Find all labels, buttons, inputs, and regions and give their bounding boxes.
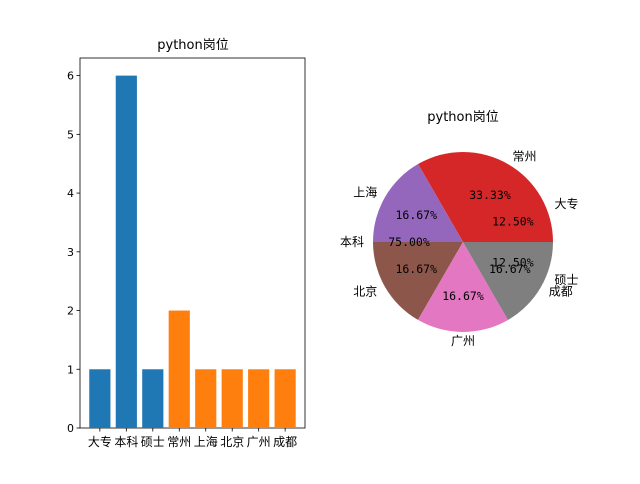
pie-slice-3 <box>372 241 463 320</box>
bar-1 <box>89 369 111 428</box>
bar-7 <box>248 369 270 428</box>
pie-percent-label: 16.67% <box>489 262 531 276</box>
y-tick-label: 2 <box>67 305 74 318</box>
y-tick-label: 0 <box>67 422 74 435</box>
bar-3 <box>142 369 164 428</box>
pie-percent-label: 16.67% <box>395 262 437 276</box>
x-tick-label: 常州 <box>167 435 191 449</box>
bar-6 <box>221 369 243 428</box>
pie-slice-5 <box>463 242 553 320</box>
pie-overlay-percent: 75.00% <box>388 235 430 249</box>
y-tick-label: 6 <box>67 70 74 83</box>
bar-8 <box>274 369 296 428</box>
bar-5 <box>195 369 217 428</box>
x-tick-label: 成都 <box>273 435 297 449</box>
pie-overlay-label: 大专 <box>554 196 578 211</box>
x-tick-label: 上海 <box>194 434 218 449</box>
y-tick-label: 5 <box>67 128 74 141</box>
y-tick-label: 1 <box>67 363 74 376</box>
x-tick-label: 北京 <box>220 435 244 449</box>
x-tick-label: 本科 <box>114 435 138 449</box>
x-tick-label: 大专 <box>88 434 112 449</box>
pie-overlay-label: 本科 <box>340 235 364 249</box>
pie-percent-label: 16.67% <box>395 208 437 222</box>
pie-percent-label: 33.33% <box>469 188 511 202</box>
y-tick-label: 4 <box>67 187 74 200</box>
pie-slice-1 <box>418 152 553 242</box>
pie-overlay-percent: 12.50% <box>492 256 534 270</box>
y-tick-label: 3 <box>67 246 74 259</box>
x-tick-label: 广州 <box>247 435 271 449</box>
pie-overlay-label: 硕士 <box>554 273 578 287</box>
pie-slice-label: 常州 <box>513 149 537 163</box>
pie-slice-2 <box>373 164 463 242</box>
pie-slice-label: 上海 <box>353 184 377 199</box>
pie-slice-label: 广州 <box>451 334 475 348</box>
pie-slice-4 <box>417 242 508 332</box>
bar-chart-title: python岗位 <box>157 38 228 53</box>
bar-chart-bars <box>89 75 296 428</box>
bar-plot-frame <box>79 57 306 429</box>
bar-chart-axes: 0 1 2 3 4 5 6 大专 本科 硕士 常州 上海 北京 广州 成都 <box>67 57 306 449</box>
pie-slice-label: 北京 <box>353 284 377 298</box>
bar-2 <box>115 75 137 428</box>
pie-overlay-percent: 12.50% <box>492 214 534 228</box>
pie-chart-title: python岗位 <box>427 110 498 125</box>
x-tick-label: 硕士 <box>141 435 165 449</box>
pie-slice-label: 成都 <box>549 285 573 299</box>
pie-chart: 常州 33.33% 上海 16.67% 北京 16.67% 广州 16.67% 成都 16.67%… <box>340 149 578 348</box>
bar-4 <box>168 310 190 428</box>
pie-percent-label: 16.67% <box>442 289 484 303</box>
